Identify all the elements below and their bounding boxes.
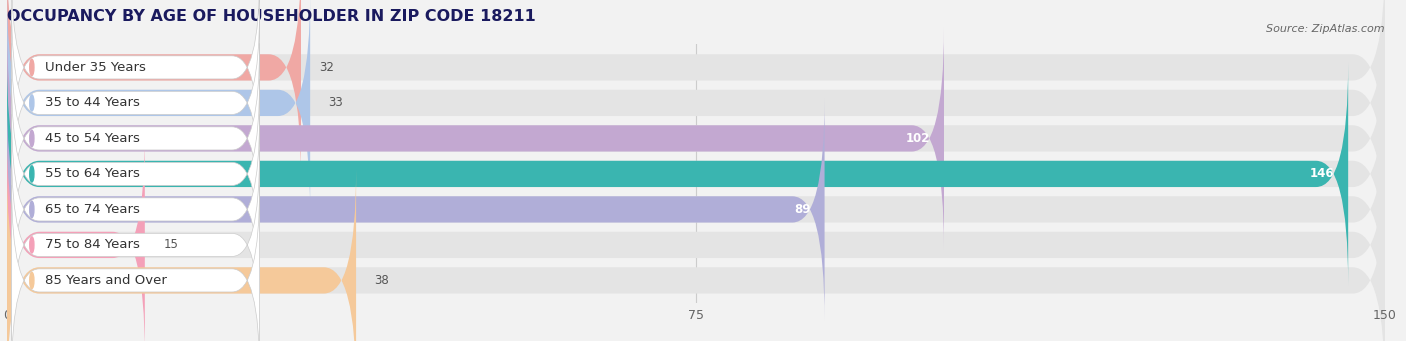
FancyBboxPatch shape <box>7 169 1385 341</box>
FancyBboxPatch shape <box>7 134 1385 341</box>
FancyBboxPatch shape <box>7 63 1348 285</box>
FancyBboxPatch shape <box>11 43 260 233</box>
FancyBboxPatch shape <box>7 98 824 321</box>
FancyBboxPatch shape <box>7 0 1385 179</box>
Text: 35 to 44 Years: 35 to 44 Years <box>45 97 139 109</box>
Text: 33: 33 <box>329 97 343 109</box>
Text: OCCUPANCY BY AGE OF HOUSEHOLDER IN ZIP CODE 18211: OCCUPANCY BY AGE OF HOUSEHOLDER IN ZIP C… <box>7 9 536 24</box>
Text: 45 to 54 Years: 45 to 54 Years <box>45 132 139 145</box>
FancyBboxPatch shape <box>7 0 301 179</box>
FancyBboxPatch shape <box>7 0 1385 214</box>
Circle shape <box>30 201 34 218</box>
Text: 32: 32 <box>319 61 335 74</box>
FancyBboxPatch shape <box>7 27 943 250</box>
Text: Under 35 Years: Under 35 Years <box>45 61 146 74</box>
Circle shape <box>30 130 34 147</box>
FancyBboxPatch shape <box>7 0 311 214</box>
FancyBboxPatch shape <box>7 63 1385 285</box>
Circle shape <box>30 237 34 253</box>
Circle shape <box>30 166 34 182</box>
FancyBboxPatch shape <box>11 150 260 340</box>
FancyBboxPatch shape <box>7 169 356 341</box>
Text: 85 Years and Over: 85 Years and Over <box>45 274 167 287</box>
Circle shape <box>30 59 34 75</box>
FancyBboxPatch shape <box>7 27 1385 250</box>
Text: 38: 38 <box>374 274 389 287</box>
FancyBboxPatch shape <box>7 98 1385 321</box>
FancyBboxPatch shape <box>11 8 260 198</box>
Circle shape <box>30 95 34 111</box>
Text: 102: 102 <box>905 132 931 145</box>
Text: 146: 146 <box>1310 167 1334 180</box>
Text: 55 to 64 Years: 55 to 64 Years <box>45 167 139 180</box>
Circle shape <box>30 272 34 288</box>
Text: 89: 89 <box>794 203 811 216</box>
FancyBboxPatch shape <box>11 79 260 269</box>
Text: 65 to 74 Years: 65 to 74 Years <box>45 203 139 216</box>
FancyBboxPatch shape <box>11 115 260 305</box>
Text: Source: ZipAtlas.com: Source: ZipAtlas.com <box>1267 24 1385 34</box>
FancyBboxPatch shape <box>7 134 145 341</box>
Text: 75 to 84 Years: 75 to 84 Years <box>45 238 139 251</box>
FancyBboxPatch shape <box>11 186 260 341</box>
FancyBboxPatch shape <box>11 0 260 162</box>
Text: 15: 15 <box>163 238 179 251</box>
